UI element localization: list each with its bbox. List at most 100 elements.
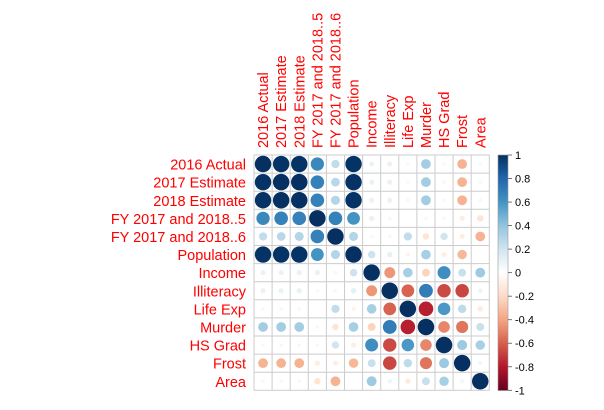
corr-circle-murder-population bbox=[348, 322, 359, 332]
colorbar-band bbox=[498, 253, 508, 257]
colorbar-band bbox=[498, 206, 508, 210]
corr-circle-fy-2017-and-2018-5-hs-grad bbox=[442, 216, 446, 221]
corr-circle-fy-2017-and-2018-5-income bbox=[369, 215, 375, 221]
corr-circle-illiteracy-2017-estimate bbox=[278, 288, 284, 294]
corr-circle-life-exp-illiteracy bbox=[383, 302, 397, 316]
colorbar-band bbox=[498, 239, 508, 243]
corr-circle-income-life-exp bbox=[403, 267, 413, 278]
corr-circle-area-life-exp bbox=[405, 378, 411, 384]
colorbar-band bbox=[498, 204, 508, 208]
colorbar-band bbox=[498, 329, 508, 332]
corr-circle-income-population bbox=[349, 268, 358, 277]
corr-circle-frost-life-exp bbox=[403, 358, 413, 368]
corr-circle-fy-2017-and-2018-6-fy-2017-and-2018-6 bbox=[327, 228, 344, 245]
correlation-circles bbox=[254, 155, 489, 390]
colorbar-band bbox=[498, 223, 508, 227]
colorbar-band bbox=[498, 192, 508, 196]
corr-circle-illiteracy-2016-actual bbox=[260, 288, 266, 294]
corr-circle-murder-fy-2017-and-2018-6 bbox=[332, 323, 339, 331]
corr-circle-2016-actual-life-exp bbox=[406, 162, 410, 166]
corr-circle-population-2018-estimate bbox=[291, 246, 308, 263]
color-legend: -1 -0.8 -0.6 -0.4 -0.2 0 0.2 0.4 0.6 0.8 1 bbox=[497, 150, 534, 397]
corr-circle-life-exp-frost bbox=[457, 304, 467, 314]
corr-circle-life-exp-2017-estimate bbox=[279, 307, 283, 311]
corr-circle-income-fy-2017-and-2018-5 bbox=[314, 270, 320, 276]
colorbar-band bbox=[498, 157, 508, 161]
colorbar-band bbox=[498, 307, 508, 311]
colorbar-band bbox=[498, 359, 508, 363]
corr-circle-fy-2017-and-2018-5-frost bbox=[459, 215, 465, 221]
colorbar-band bbox=[498, 303, 508, 307]
corr-circle-2017-estimate-2017-estimate bbox=[272, 173, 290, 191]
corr-circle-income-frost bbox=[458, 268, 467, 277]
corr-circle-fy-2017-and-2018-6-2016-actual bbox=[258, 232, 268, 241]
corr-circle-fy-2017-and-2018-5-murder bbox=[424, 216, 428, 221]
corr-circle-fy-2017-and-2018-5-2017-estimate bbox=[274, 211, 288, 226]
corr-circle-2017-estimate-frost bbox=[457, 177, 468, 188]
corr-circle-2018-estimate-2016-actual bbox=[254, 192, 272, 209]
colorbar-band bbox=[498, 284, 508, 288]
corr-circle-hs-grad-fy-2017-and-2018-6 bbox=[331, 341, 340, 349]
corr-circle-hs-grad-fy-2017-and-2018-5 bbox=[315, 343, 320, 347]
colorbar-band bbox=[498, 195, 508, 198]
corr-circle-illiteracy-hs-grad bbox=[437, 284, 451, 298]
corr-circle-illiteracy-life-exp bbox=[401, 284, 415, 298]
corr-circle-2017-estimate-illiteracy bbox=[387, 179, 393, 185]
corr-circle-fy-2017-and-2018-6-hs-grad bbox=[440, 232, 448, 241]
corr-circle-income-fy-2017-and-2018-6 bbox=[333, 270, 338, 275]
colorbar-band bbox=[498, 322, 508, 325]
corr-circle-life-exp-population bbox=[351, 306, 356, 312]
corr-circle-fy-2017-and-2018-6-fy-2017-and-2018-5 bbox=[310, 229, 325, 244]
corr-circle-hs-grad-2017-estimate bbox=[279, 343, 283, 347]
colorbar-band bbox=[498, 183, 508, 187]
corr-circle-fy-2017-and-2018-6-frost bbox=[459, 233, 465, 240]
corr-circle-population-life-exp bbox=[405, 252, 411, 257]
corr-circle-fy-2017-and-2018-6-illiteracy bbox=[387, 234, 392, 239]
corr-circle-population-hs-grad bbox=[441, 251, 447, 258]
corr-circle-frost-frost bbox=[453, 354, 471, 372]
colorbar-band bbox=[498, 282, 508, 285]
colorbar-band bbox=[498, 242, 508, 245]
colorbar-band bbox=[498, 366, 508, 370]
corr-circle-murder-area bbox=[476, 322, 485, 331]
corr-circle-fy-2017-and-2018-5-illiteracy bbox=[387, 216, 392, 221]
corr-circle-area-2018-estimate bbox=[297, 379, 302, 384]
corr-circle-illiteracy-population bbox=[350, 288, 357, 294]
colorbar-band bbox=[498, 357, 508, 361]
corr-circle-2016-actual-area bbox=[478, 162, 483, 166]
corr-circle-murder-2016-actual bbox=[258, 322, 268, 332]
row-label-fy-2017-and-2018-5: FY 2017 and 2018..5 bbox=[111, 212, 246, 228]
colorbar-band bbox=[498, 338, 508, 342]
colorbar-band bbox=[498, 371, 508, 375]
colorbar-band bbox=[498, 319, 508, 323]
corr-circle-population-fy-2017-and-2018-5 bbox=[310, 248, 324, 261]
column-label-income: Income bbox=[365, 100, 381, 148]
corr-circle-area-fy-2017-and-2018-5 bbox=[314, 378, 321, 385]
colorbar-band bbox=[498, 190, 508, 194]
colorbar-band bbox=[498, 355, 508, 358]
corr-circle-frost-illiteracy bbox=[383, 356, 397, 370]
corr-circle-2017-estimate-fy-2017-and-2018-6 bbox=[331, 177, 340, 187]
corr-circle-2016-actual-murder bbox=[421, 159, 431, 169]
corr-circle-hs-grad-2018-estimate bbox=[297, 343, 302, 347]
corr-circle-2016-actual-2017-estimate bbox=[272, 155, 290, 173]
colorbar-band bbox=[498, 315, 508, 318]
colorbar-band bbox=[498, 326, 508, 330]
colorbar-band bbox=[498, 251, 508, 255]
colorbar-band bbox=[498, 244, 508, 248]
corr-circle-murder-fy-2017-and-2018-5 bbox=[315, 325, 320, 329]
corr-circle-2018-estimate-murder bbox=[421, 195, 431, 206]
corr-circle-population-fy-2017-and-2018-6 bbox=[330, 250, 340, 260]
corr-circle-life-exp-fy-2017-and-2018-5 bbox=[316, 308, 319, 310]
colorbar-band bbox=[498, 310, 508, 314]
corr-circle-hs-grad-illiteracy bbox=[383, 338, 397, 352]
colorbar-band bbox=[498, 345, 508, 349]
corr-circle-fy-2017-and-2018-6-2018-estimate bbox=[294, 231, 304, 241]
colorbar-tick-label: 0.4 bbox=[515, 221, 530, 233]
colorbar-band bbox=[498, 343, 508, 347]
column-label-2018-estimate: 2018 Estimate bbox=[292, 55, 308, 148]
corr-circle-area-area bbox=[472, 373, 489, 390]
colorbar-band bbox=[498, 267, 508, 271]
